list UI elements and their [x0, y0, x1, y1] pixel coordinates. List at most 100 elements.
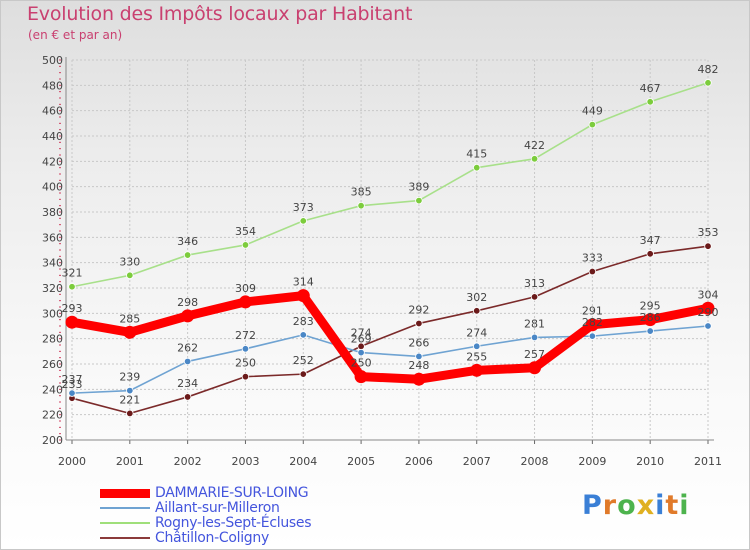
data-point-aillant [704, 322, 712, 330]
data-point-chatillon [241, 372, 250, 381]
data-label-aillant: 281 [524, 317, 545, 330]
data-label-aillant: 282 [582, 316, 603, 329]
data-point-rogny [299, 217, 307, 225]
y-tick-label: 380 [42, 206, 63, 219]
chart-title: Evolution des Impôts locaux par Habitant [27, 3, 413, 25]
y-tick-label: 280 [42, 333, 63, 346]
data-point-dammarie [701, 301, 715, 315]
legend-swatch-chatillon [100, 537, 150, 539]
data-point-dammarie [181, 309, 195, 323]
chart-series [65, 79, 715, 418]
data-point-rogny [357, 201, 365, 210]
data-label-rogny: 422 [524, 139, 545, 152]
x-tick-label: 2000 [58, 455, 86, 468]
data-point-aillant [68, 389, 76, 397]
data-point-dammarie [585, 318, 599, 332]
data-point-dammarie [238, 295, 252, 309]
data-point-aillant [126, 386, 134, 395]
series-line-aillant [71, 325, 709, 394]
data-label-dammarie: 304 [698, 288, 719, 301]
data-label-rogny: 415 [466, 148, 487, 161]
data-label-chatillon: 250 [235, 357, 256, 370]
data-point-rogny [473, 163, 481, 172]
y-tick-label: 460 [42, 105, 63, 118]
legend-label-dammarie: DAMMARIE-SUR-LOING [155, 485, 309, 501]
data-label-chatillon: 347 [640, 234, 661, 247]
data-point-chatillon [473, 307, 481, 315]
proxiti-logo: Proxiti [582, 490, 690, 521]
data-label-aillant: 274 [466, 326, 487, 339]
chart-data-labels: 233 221 234 250 252 274 292 302 313 333 347 353 321 3… [62, 63, 719, 407]
data-label-dammarie: 298 [177, 296, 198, 309]
data-label-chatillon: 313 [524, 277, 545, 290]
legend-label-aillant: Aillant-sur-Milleron [155, 500, 280, 516]
data-label-dammarie: 257 [524, 348, 545, 361]
data-label-rogny: 482 [698, 63, 719, 76]
x-tick-label: 2007 [463, 455, 491, 468]
data-point-chatillon [646, 250, 654, 258]
x-tick-label: 2004 [289, 455, 317, 468]
data-label-rogny: 449 [582, 105, 603, 118]
data-label-dammarie: 295 [640, 300, 661, 313]
data-point-aillant [415, 352, 423, 361]
data-point-aillant [241, 345, 250, 353]
data-point-rogny [126, 271, 134, 280]
data-point-rogny [588, 120, 597, 129]
series-line-chatillon [71, 245, 709, 415]
data-point-rogny [704, 79, 712, 87]
data-point-dammarie [123, 325, 137, 339]
legend-label-chatillon: Châtillon-Coligny [155, 530, 269, 546]
x-tick-label: 2005 [347, 455, 375, 468]
legend-swatch-rogny [100, 522, 150, 524]
data-point-chatillon [588, 267, 597, 276]
data-point-rogny [530, 155, 539, 163]
data-label-aillant: 272 [235, 329, 256, 342]
data-point-chatillon [415, 319, 423, 328]
data-label-dammarie: 309 [235, 282, 256, 295]
data-point-dammarie [412, 372, 426, 386]
data-point-aillant [530, 333, 539, 342]
y-tick-label: 200 [42, 434, 63, 447]
legend-label-rogny: Rogny-les-Sept-Écluses [155, 515, 312, 531]
data-label-rogny: 385 [351, 186, 372, 199]
y-tick-label: 420 [42, 155, 63, 168]
chart-subtitle: (en € et par an) [28, 28, 123, 42]
x-tick-label: 2008 [521, 455, 549, 468]
data-label-aillant: 269 [351, 333, 372, 346]
x-tick-label: 2001 [116, 455, 144, 468]
data-label-rogny: 467 [640, 82, 661, 95]
data-label-chatillon: 252 [293, 354, 314, 367]
data-label-rogny: 321 [62, 267, 83, 280]
data-point-aillant [357, 348, 365, 357]
data-label-dammarie: 255 [466, 350, 487, 363]
data-label-rogny: 354 [235, 225, 256, 238]
data-label-aillant: 237 [62, 373, 83, 386]
data-point-rogny [646, 98, 654, 106]
data-point-dammarie [470, 363, 484, 377]
data-label-chatillon: 221 [119, 393, 140, 406]
data-point-rogny [415, 196, 423, 205]
y-tick-label: 440 [42, 130, 63, 143]
y-tick-label: 240 [42, 383, 63, 396]
data-label-rogny: 330 [119, 255, 140, 268]
chart-axes: 200 220 240 260 280 300 320 340 360 380 400 420 440 4… [42, 54, 722, 468]
data-point-chatillon [704, 242, 712, 250]
data-label-chatillon: 333 [582, 252, 603, 265]
data-label-chatillon: 302 [466, 291, 487, 304]
data-point-chatillon [530, 293, 539, 301]
legend-swatch-aillant [100, 507, 150, 509]
data-label-chatillon: 292 [408, 303, 429, 316]
data-point-aillant [183, 357, 192, 366]
data-label-aillant: 290 [698, 306, 719, 319]
data-label-aillant: 262 [177, 341, 198, 354]
data-label-dammarie: 314 [293, 276, 314, 289]
x-tick-label: 2010 [636, 455, 664, 468]
data-point-rogny [241, 241, 250, 249]
data-point-dammarie [65, 315, 79, 329]
legend-swatch-dammarie [100, 489, 150, 498]
data-point-chatillon [299, 370, 307, 378]
y-tick-label: 360 [42, 231, 63, 244]
y-tick-label: 500 [42, 54, 63, 67]
